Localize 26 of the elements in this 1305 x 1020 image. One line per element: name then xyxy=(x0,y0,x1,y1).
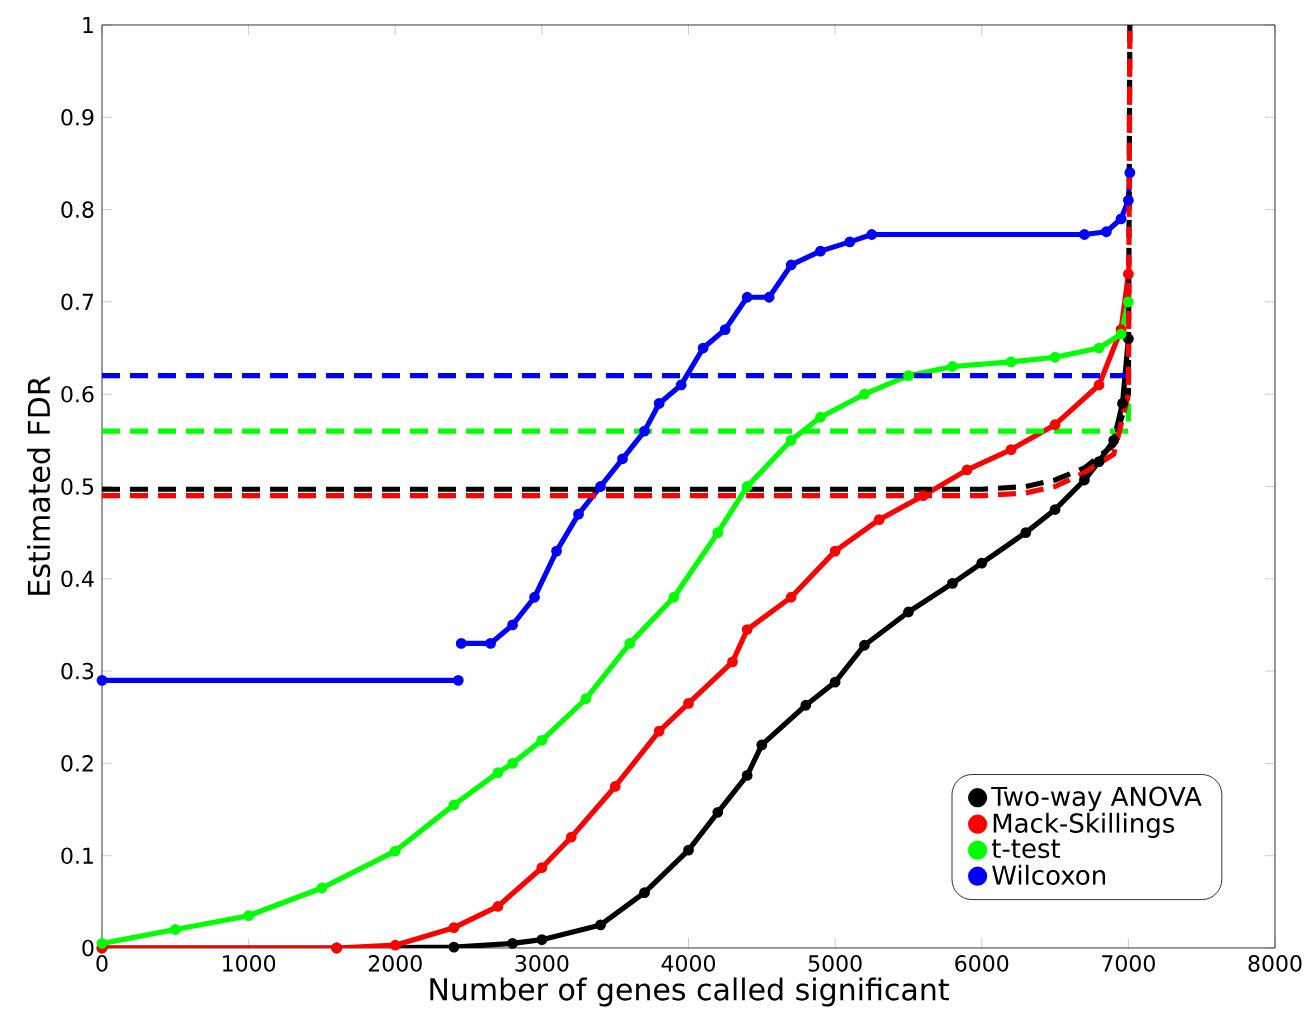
legend-label: Mack-Skillings xyxy=(993,812,1175,838)
y-tick-label: 0.9 xyxy=(61,108,94,126)
legend-label: t-test xyxy=(991,839,1061,859)
x-tick-label: 7000 xyxy=(1102,955,1155,972)
y-tick-label: 0.1 xyxy=(61,847,93,865)
x-tick-label: 0 xyxy=(96,955,108,972)
y-tick-label: 0.2 xyxy=(61,755,93,772)
legend-label: Two-way ANOVA xyxy=(991,786,1202,812)
y-tick-label: 0.8 xyxy=(61,201,94,218)
x-tick-label: 1000 xyxy=(223,955,276,972)
legend-label: Wilcoxon xyxy=(992,864,1106,885)
y-tick-label: 1 xyxy=(83,16,93,33)
y-tick-label: 0 xyxy=(82,939,94,957)
x-axis-title: Number of genes called significant xyxy=(430,977,949,1007)
x-tick-label: 3000 xyxy=(515,955,569,972)
x-tick-label: 5000 xyxy=(808,955,862,972)
y-tick-label: 0.5 xyxy=(61,478,94,495)
y-axis-title: Estimated FDR xyxy=(27,376,51,595)
y-tick-label: 0.4 xyxy=(61,570,94,588)
y-tick-label: 0.3 xyxy=(61,662,94,680)
x-tick-label: 6000 xyxy=(955,955,1009,972)
y-tick-label: 0.7 xyxy=(61,293,94,311)
x-tick-label: 2000 xyxy=(368,955,422,972)
x-tick-label: 8000 xyxy=(1248,955,1302,972)
y-tick-label: 0.6 xyxy=(61,385,94,403)
x-tick-label: 4000 xyxy=(661,955,716,972)
